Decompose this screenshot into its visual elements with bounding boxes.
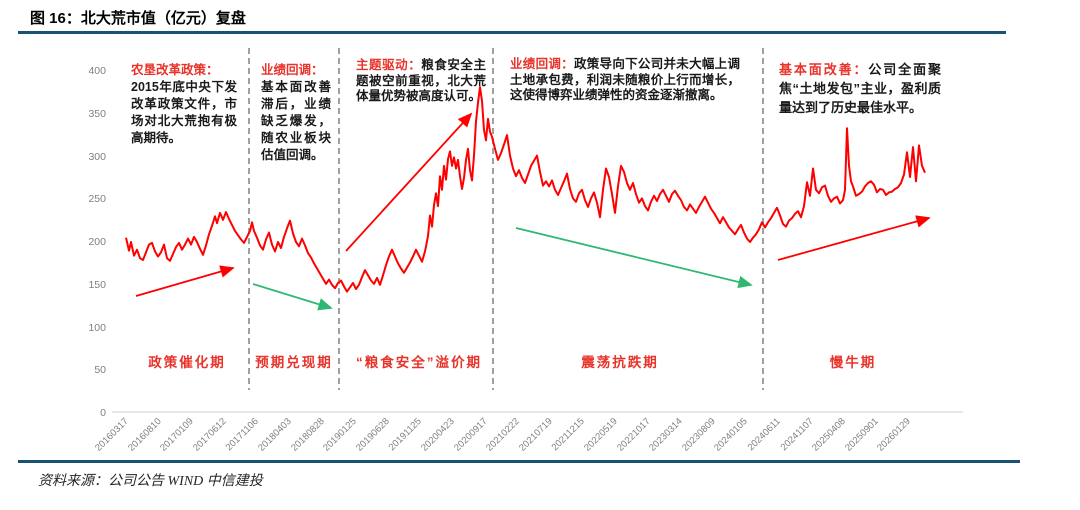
annotation-body: 政策导向下公司并未大幅上调土地承包费，利润未随粮价上行而增长，这使得博弈业绩弹性…: [510, 57, 740, 102]
annotation-heading: 业绩回调：: [261, 63, 324, 77]
annotation-block: 业绩回调：政策导向下公司并未大幅上调土地承包费，利润未随粮价上行而增长，这使得博…: [510, 57, 740, 104]
annotation-body: 粮食安全主题被空前重视，北大荒体量优势被高度认可。: [356, 58, 486, 103]
phase-label: 震荡抗跌期: [581, 355, 659, 370]
trend-arrow: [515, 227, 753, 289]
market-cap-line: [125, 86, 926, 293]
phase-label: 政策催化期: [148, 355, 226, 370]
annotation-heading: 农垦改革政策：: [131, 63, 219, 77]
y-tick-label: 200: [88, 236, 106, 248]
annotation-body: 基本面改善滞后，业绩缺乏爆发，随农业板块估值回调。: [261, 80, 331, 162]
y-tick-label: 150: [88, 278, 106, 291]
annotation-block: 基本面改善：公司全面聚焦“土地发包”主业，盈利质量达到了历史最佳水平。: [779, 60, 941, 117]
annotation-body: 2015年底中央下发改革政策文件，市场对北大荒抱有极高期待。: [131, 80, 237, 145]
figure-title: 图 16：北大荒市值（亿元）复盘: [30, 10, 246, 27]
annotation-block: 主题驱动：粮食安全主题被空前重视，北大荒体量优势被高度认可。: [356, 58, 486, 105]
y-tick-label: 50: [94, 364, 106, 377]
annotation-body: 公司全面聚焦“土地发包”主业，盈利质量达到了历史最佳水平。: [779, 62, 941, 115]
trend-arrow: [252, 283, 333, 311]
y-tick-label: 0: [100, 407, 106, 419]
y-tick-label: 400: [88, 65, 106, 77]
y-tick-label: 350: [88, 107, 106, 120]
footer-divider-line: [18, 460, 1020, 463]
source-note: 资料来源：公司公告 WIND 中信建投: [38, 474, 263, 489]
annotation-heading: 基本面改善：: [779, 62, 869, 77]
annotation-heading: 主题驱动：: [356, 58, 422, 72]
y-tick-label: 250: [88, 193, 106, 206]
phase-label: 慢牛期: [829, 355, 877, 370]
trend-arrow: [345, 112, 473, 252]
phase-label: 预期兑现期: [255, 355, 333, 370]
phase-label: “粮食安全”溢价期: [356, 355, 482, 370]
trend-arrow: [777, 215, 931, 261]
trend-arrow: [135, 265, 235, 297]
annotation-block: 农垦改革政策： 2015年底中央下发改革政策文件，市场对北大荒抱有极高期待。: [131, 62, 237, 147]
y-tick-label: 100: [88, 321, 106, 334]
title-divider-line: [18, 31, 1006, 34]
y-tick-label: 300: [88, 150, 106, 163]
annotation-block: 业绩回调： 基本面改善滞后，业绩缺乏爆发，随农业板块估值回调。: [261, 62, 331, 164]
annotation-heading: 业绩回调：: [510, 57, 574, 71]
